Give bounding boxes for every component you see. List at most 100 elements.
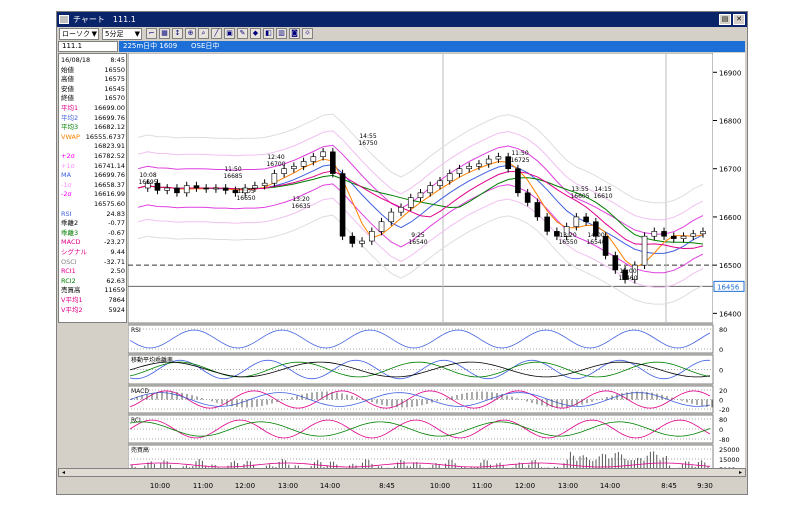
data-row: 始値 16550 xyxy=(61,66,125,74)
chevron-down-icon: ▼ xyxy=(134,30,140,38)
horizontal-scrollbar[interactable]: ◂ ▸ xyxy=(58,468,746,477)
annotation-price: 16635 xyxy=(291,203,310,210)
zoom-icon[interactable]: ⊕ xyxy=(185,28,196,39)
candle-body xyxy=(388,211,395,223)
candle-body xyxy=(398,206,404,213)
indicator-tick-label: 0 xyxy=(719,397,723,405)
annotation-time: 14:55 xyxy=(359,133,376,140)
layer-icon[interactable]: ▥ xyxy=(276,28,287,39)
bollinger-band xyxy=(137,130,704,221)
chart-area[interactable]: 16400 16500 16600 16700 16800 16900 16456 11:50… xyxy=(128,53,745,474)
candle-body xyxy=(456,168,463,174)
tag-icon[interactable]: ◧ xyxy=(263,28,274,39)
data-row: VWAP 16555.6737 xyxy=(61,133,125,141)
image-icon[interactable]: ▣ xyxy=(224,28,235,39)
candle-body xyxy=(651,231,658,237)
data-value: -32.71 xyxy=(104,257,125,266)
annotation-time: 13:20 xyxy=(292,196,309,203)
range-icon[interactable]: ⌐ xyxy=(146,28,157,39)
search-icon[interactable]: ⌕ xyxy=(198,28,209,39)
price-tick-label: 16900 xyxy=(719,69,741,77)
settings-icon[interactable]: ▤ xyxy=(719,14,731,25)
draw-icon[interactable]: ✎ xyxy=(237,28,248,39)
current-price-box xyxy=(713,280,745,292)
volume-average-line xyxy=(129,462,711,468)
note-icon[interactable]: ◙ xyxy=(289,28,300,39)
candle-body xyxy=(446,173,453,182)
scale-icon[interactable]: ↕ xyxy=(172,28,183,39)
data-label: +1σ xyxy=(61,161,75,170)
indicator-tick-label: 0 xyxy=(719,367,723,375)
candle-body xyxy=(300,161,307,167)
chevron-down-icon: ▼ xyxy=(91,30,97,38)
settings-icon[interactable]: ☼ xyxy=(302,28,313,39)
time-tick-label: 8:45 xyxy=(379,482,395,490)
scroll-left-icon[interactable]: ◂ xyxy=(61,469,65,476)
price-tick-label: 16400 xyxy=(719,310,741,318)
candle-body xyxy=(242,187,248,194)
data-label: 売買高 xyxy=(61,286,81,295)
data-label: 安値 xyxy=(61,84,74,93)
annotation-price: 16650 xyxy=(236,195,255,202)
data-label: シグナル xyxy=(61,248,87,256)
indicator-line xyxy=(129,361,711,378)
time-tick-label: 10:00 xyxy=(429,482,451,490)
bollinger-band xyxy=(137,113,704,204)
data-value: -0.77 xyxy=(108,219,125,228)
data-label: 高値 xyxy=(61,75,74,84)
time-tick-label: 11:00 xyxy=(471,482,493,490)
data-row: 16575.60 xyxy=(61,200,125,208)
candle-body xyxy=(261,182,268,186)
time-tick-label: 12:00 xyxy=(514,482,536,490)
candle-body xyxy=(174,187,180,194)
time-tick-label: 8:45 xyxy=(661,482,677,490)
candle-body xyxy=(154,182,161,191)
candle-body xyxy=(554,231,560,237)
session-label: OSE日中 xyxy=(191,42,220,50)
data-row: +2σ 16782.52 xyxy=(61,152,125,160)
indicator-tick-label: 20 xyxy=(719,387,727,395)
annotation-price: 16750 xyxy=(358,140,377,147)
data-value: 16741.14 xyxy=(93,161,125,170)
vwap-line xyxy=(137,158,704,269)
indicator-panel xyxy=(128,354,714,385)
interval-select[interactable]: 5分足 ▼ xyxy=(102,28,142,40)
candle-body xyxy=(291,166,297,170)
time-tick-label: 11:00 xyxy=(192,482,214,490)
time-tick-label: 13:00 xyxy=(557,482,579,490)
annotation-price: 16700 xyxy=(266,161,285,168)
data-row: RCI1 2.50 xyxy=(61,267,125,275)
ruler-icon[interactable]: ╱ xyxy=(211,28,222,39)
grid-icon[interactable]: ▦ xyxy=(159,28,170,39)
marker-icon[interactable]: ◆ xyxy=(250,28,261,39)
candle-body xyxy=(232,190,239,194)
data-label: MACD xyxy=(61,238,81,247)
close-icon[interactable]: ✕ xyxy=(733,14,745,25)
data-row: 終値 16570 xyxy=(61,94,125,102)
annotation-price: 16610 xyxy=(593,193,612,200)
candle-body xyxy=(407,197,414,208)
time-tick-label: 14:00 xyxy=(599,482,621,490)
candle-body xyxy=(641,235,648,266)
app-icon xyxy=(59,15,69,24)
indicator-label: RCI xyxy=(131,417,141,424)
price-axis-panel xyxy=(713,53,745,474)
indicator-tick-label: 80 xyxy=(719,326,727,334)
data-value: 11659 xyxy=(104,286,125,295)
candle-body xyxy=(622,269,628,280)
indicator-line xyxy=(129,419,711,439)
data-label: -1σ xyxy=(61,180,72,189)
indicator-line xyxy=(129,329,711,349)
data-row: 平均2 16699.76 xyxy=(61,114,125,122)
bollinger-band xyxy=(137,183,704,274)
candle-body xyxy=(632,264,638,280)
candle-body xyxy=(183,185,190,194)
indicator-line xyxy=(129,421,711,437)
scroll-right-icon[interactable]: ▸ xyxy=(738,469,742,476)
candle-body xyxy=(417,192,424,198)
data-value: 16658.37 xyxy=(93,180,125,189)
data-label: 16/08/18 xyxy=(61,56,91,64)
annotation-time: 11:50 xyxy=(224,166,241,173)
annotation-price: 16550 xyxy=(558,239,577,246)
chart-type-select[interactable]: ローソク ▼ xyxy=(59,28,99,40)
